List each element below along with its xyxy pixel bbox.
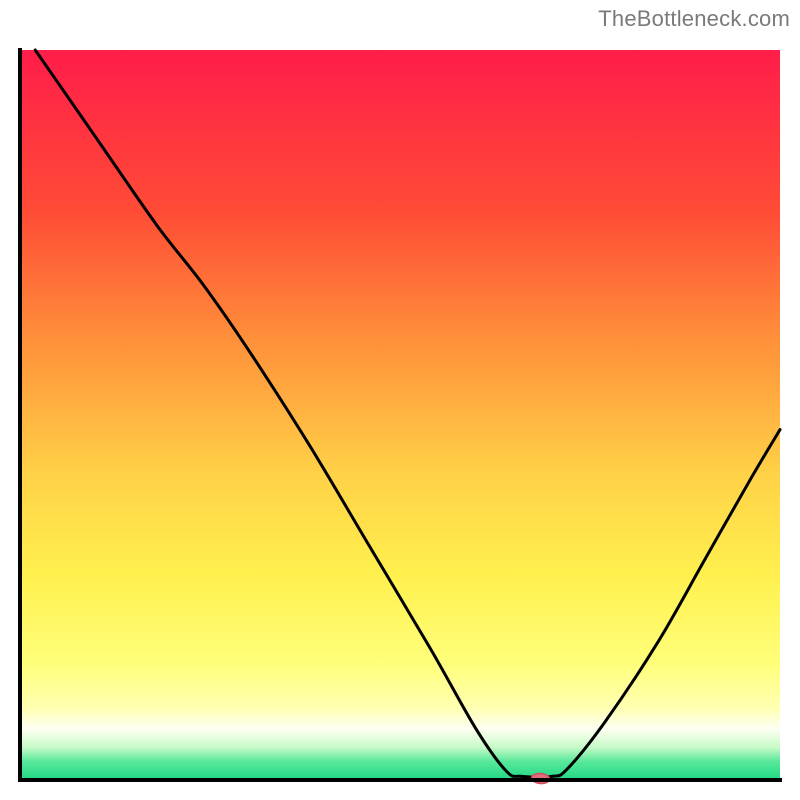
- chart-background: [20, 50, 780, 780]
- bottleneck-chart: [0, 30, 800, 800]
- watermark-text: TheBottleneck.com: [598, 6, 790, 32]
- chart-svg: [0, 30, 800, 800]
